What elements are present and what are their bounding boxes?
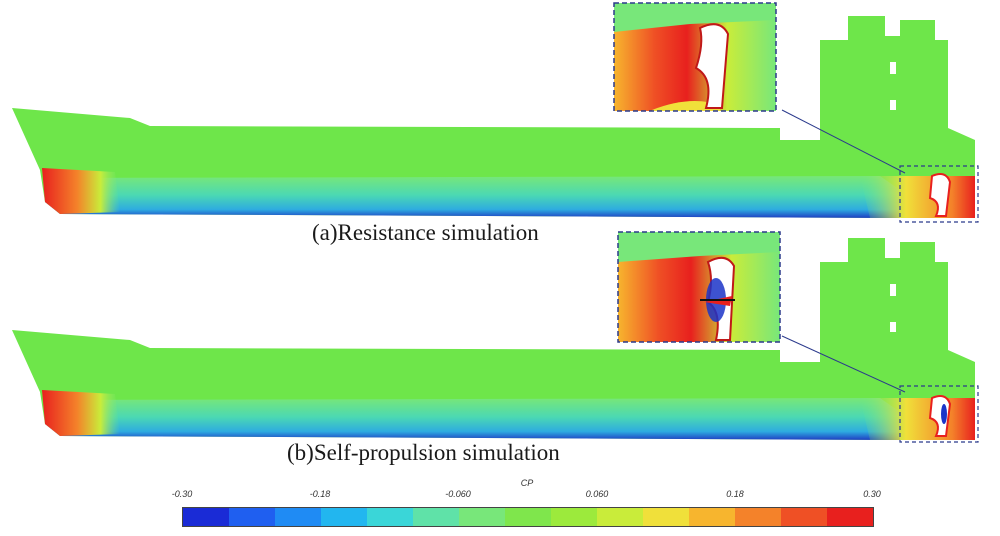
hull-bottom-b [45, 398, 900, 440]
colorbar-segment [597, 508, 643, 526]
stern-zoom-frame-a [899, 165, 979, 223]
rudder-a [928, 173, 952, 217]
leader-line-a [781, 109, 906, 174]
superstructure-a [820, 16, 948, 135]
colorbar-segment [735, 508, 781, 526]
colorbar-segment [505, 508, 551, 526]
ship-panel-a [12, 2, 979, 223]
hull-bow-b [42, 390, 120, 436]
stern-zoom-frame-b [899, 385, 979, 443]
colorbar-title: CP [520, 478, 534, 488]
hull-bow-a [42, 168, 120, 214]
colorbar-segment [827, 508, 873, 526]
hull-stern-b [860, 398, 975, 440]
funnel-window-a2 [890, 100, 896, 110]
propeller-b [941, 404, 947, 424]
colorbar-segment [689, 508, 735, 526]
colorbar-segment [229, 508, 275, 526]
hull-stern-a [860, 176, 975, 218]
cp-colorbar [182, 507, 874, 527]
colorbar-segment [781, 508, 827, 526]
colorbar-segment [367, 508, 413, 526]
funnel-window-b [890, 284, 896, 296]
ship-panel-b [12, 231, 979, 443]
colorbar-tick-2: -0.18 [309, 489, 331, 499]
colorbar-tick-5: 0.18 [726, 489, 744, 499]
hull-bottom-a [45, 176, 900, 218]
colorbar-segment [321, 508, 367, 526]
colorbar-segment [413, 508, 459, 526]
inset-rudder-a [694, 23, 730, 109]
superstructure-b [820, 238, 948, 357]
funnel-window-b2 [890, 322, 896, 332]
colorbar-segment [183, 508, 229, 526]
funnel-window-a [890, 62, 896, 74]
zoom-inset-b [617, 231, 781, 343]
colorbar-segment [275, 508, 321, 526]
colorbar-tick-1: -0.30 [171, 489, 193, 499]
colorbar-segment [459, 508, 505, 526]
colorbar-tick-3: -0.060 [445, 489, 471, 499]
colorbar-tick-4: 0.060 [585, 489, 609, 499]
colorbar-segment [551, 508, 597, 526]
colorbar-segment [643, 508, 689, 526]
zoom-inset-a [613, 2, 777, 112]
colorbar-tick-6: 0.30 [863, 489, 881, 499]
leader-line-b [781, 335, 906, 393]
caption-self-propulsion-simulation: (b)Self-propulsion simulation [287, 440, 560, 465]
caption-resistance-simulation: (a)Resistance simulation [312, 220, 539, 245]
